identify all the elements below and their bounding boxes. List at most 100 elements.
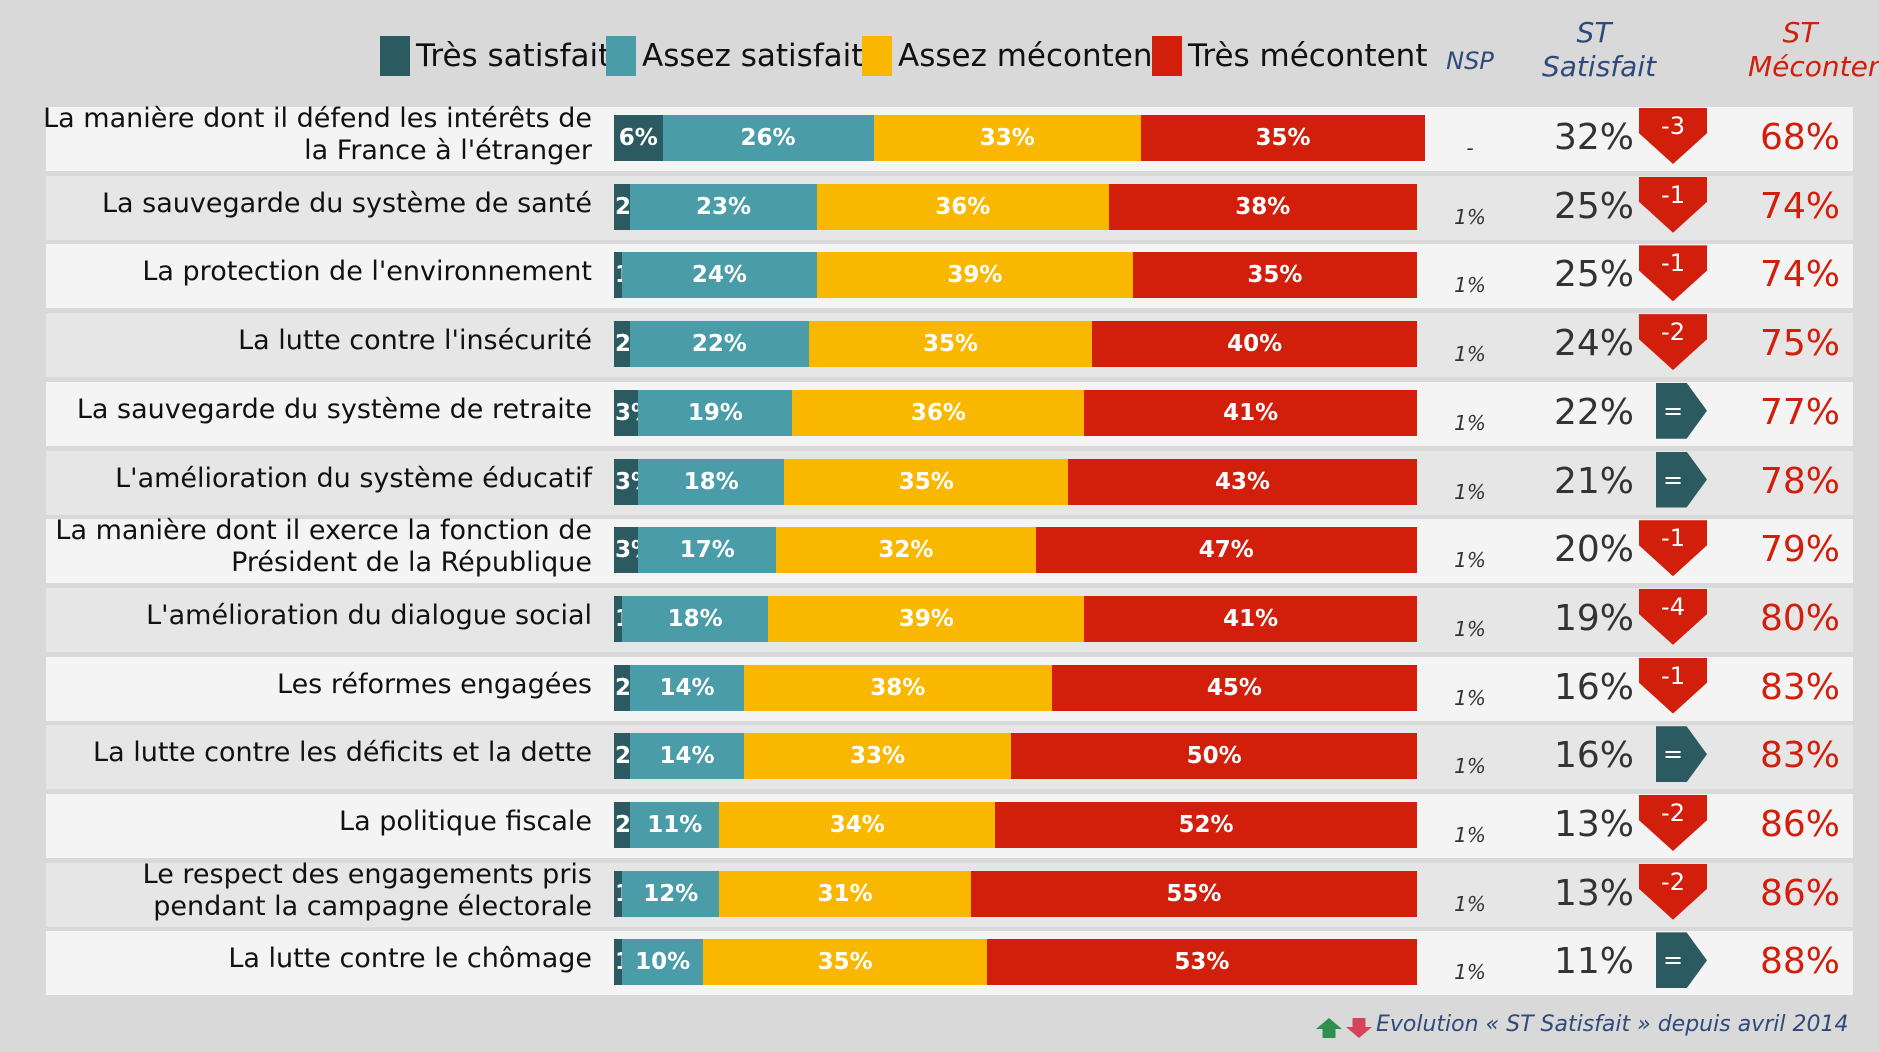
- change-label: -4: [1661, 592, 1685, 621]
- summary-value: 86%: [1759, 872, 1840, 914]
- footnote-icon-up: [1316, 1018, 1342, 1038]
- category-text: Les réformes engagées: [277, 668, 592, 700]
- bar-value-label: 35%: [1247, 262, 1303, 289]
- summary-value: 83%: [1759, 735, 1840, 777]
- bar-segment: [630, 183, 817, 230]
- bar-segment: [638, 527, 777, 574]
- bar-segment: [1108, 183, 1417, 230]
- bar-value-label: 35%: [898, 468, 954, 495]
- bar-segment: [776, 527, 1036, 574]
- summary-value: 77%: [1759, 391, 1840, 433]
- column-header: ST Mécontent: [1748, 16, 1879, 83]
- category-text: Le respect des engagements pris pendant …: [142, 858, 592, 922]
- summary-value: 79%: [1759, 529, 1840, 571]
- bar-segment: [614, 321, 631, 368]
- category-text: La sauvegarde du système de santé: [101, 187, 592, 219]
- change-label: -1: [1661, 661, 1685, 690]
- nsp-value: 1%: [1454, 273, 1486, 298]
- bar-segment: [816, 252, 1134, 299]
- bar-segment: [1084, 595, 1417, 642]
- summary-value: 25%: [1553, 185, 1634, 227]
- category-label: La protection de l'environnement: [40, 239, 592, 305]
- footnote-icon-down: [1346, 1018, 1372, 1038]
- bar-segment: [622, 595, 769, 642]
- category-text: La lutte contre le chômage: [228, 943, 592, 975]
- bar-value-label: 53%: [1174, 949, 1230, 976]
- bar-segment: [792, 389, 1085, 436]
- summary-value: 80%: [1759, 597, 1840, 639]
- bar-value-label: 26%: [740, 125, 796, 151]
- summary-value: 13%: [1553, 872, 1634, 914]
- footnote: Evolution « ST Satisfait » depuis avril …: [1376, 1012, 1849, 1037]
- category-label: La lutte contre l'insécurité: [40, 308, 592, 374]
- bar-value-label: 22%: [691, 331, 747, 358]
- bar-segment: [614, 733, 631, 780]
- bar-value-label: 23%: [695, 193, 751, 220]
- change-label: =: [1662, 465, 1684, 494]
- bar-segment: [743, 664, 1052, 711]
- nsp-value: 1%: [1454, 204, 1486, 229]
- bar-value-label: 14%: [659, 674, 715, 701]
- summary-value: 22%: [1553, 391, 1634, 433]
- bar-value-label: 50%: [1186, 743, 1242, 770]
- column-header: NSP: [1446, 47, 1494, 75]
- category-label: La sauvegarde du système de santé: [40, 171, 592, 237]
- bar-segment: [873, 115, 1142, 161]
- summary-value: 74%: [1759, 254, 1840, 296]
- bar-segment: [970, 870, 1417, 917]
- bar-segment: [816, 183, 1109, 230]
- nsp-value: 1%: [1454, 823, 1486, 847]
- change-label: -3: [1661, 112, 1685, 140]
- category-label: L'amélioration du système éducatif: [40, 446, 592, 512]
- summary-value: 20%: [1553, 529, 1634, 571]
- bar-segment: [1051, 664, 1417, 711]
- change-label: -2: [1661, 867, 1685, 896]
- category-text: La manière dont il exerce la fonction de…: [55, 515, 592, 579]
- bar-value-label: 33%: [850, 743, 906, 770]
- bar-segment: [1092, 321, 1417, 368]
- bar-segment: [768, 595, 1085, 642]
- bar-value-label: 14%: [659, 743, 715, 770]
- category-label: La manière dont il défend les intérêts d…: [40, 102, 592, 168]
- bar-value-label: 38%: [1235, 193, 1291, 220]
- bar-segment: [784, 458, 1069, 505]
- summary-value: 16%: [1553, 735, 1634, 777]
- category-text: L'amélioration du dialogue social: [146, 599, 592, 631]
- bar-segment: [614, 389, 639, 436]
- bar-value-label: 40%: [1227, 331, 1283, 358]
- bar-segment: [662, 115, 874, 161]
- bar-segment: [1011, 733, 1417, 780]
- legend-label: Très satisfait: [416, 38, 611, 74]
- category-label: La sauvegarde du système de retraite: [40, 377, 592, 443]
- bar-value-label: 36%: [935, 193, 991, 220]
- bar-segment: [614, 252, 623, 299]
- change-label: -2: [1661, 799, 1685, 827]
- bar-value-label: 35%: [923, 331, 979, 358]
- category-text: La manière dont il défend les intérêts d…: [43, 103, 592, 166]
- summary-value: 11%: [1553, 941, 1634, 983]
- category-label: L'amélioration du dialogue social: [40, 583, 592, 649]
- summary-value: 24%: [1553, 323, 1634, 365]
- summary-value: 78%: [1759, 460, 1840, 502]
- bar-segment: [743, 733, 1012, 780]
- bar-value-label: 36%: [910, 399, 966, 426]
- bar-segment: [614, 870, 623, 917]
- bar-segment: [630, 733, 744, 780]
- category-label: La lutte contre le chômage: [40, 926, 592, 992]
- change-label: =: [1662, 740, 1684, 769]
- category-label: La lutte contre les déficits et la dette: [40, 720, 592, 786]
- bar-value-label: 39%: [947, 262, 1003, 289]
- summary-value: 13%: [1553, 804, 1634, 845]
- change-arrow: -2: [1639, 863, 1707, 920]
- legend-swatch: [606, 36, 636, 76]
- bar-segment: [1035, 527, 1417, 574]
- bar-value-label: 38%: [870, 674, 926, 701]
- bar-value-label: 18%: [683, 468, 739, 495]
- legend-swatch: [862, 36, 892, 76]
- bar-segment: [622, 252, 817, 299]
- bar-value-label: 32%: [878, 537, 934, 564]
- bar-value-label: 35%: [1255, 125, 1311, 151]
- bar-segment: [719, 802, 996, 848]
- category-label: Le respect des engagements pris pendant …: [40, 858, 592, 924]
